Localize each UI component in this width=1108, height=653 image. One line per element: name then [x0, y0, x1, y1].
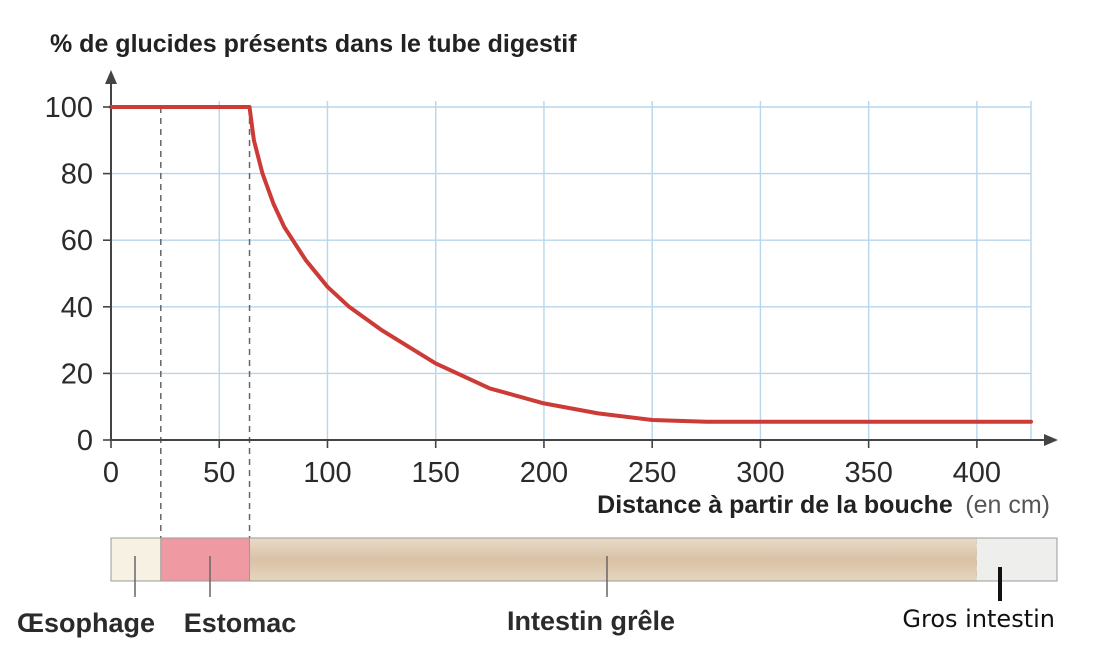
y-axis-arrow — [105, 70, 117, 84]
x-tick-label: 250 — [628, 457, 676, 489]
x-axis-arrow — [1044, 434, 1058, 446]
organ-label: Gros intestin — [902, 605, 1055, 633]
x-axis-label: Distance à partir de la bouche (en cm) — [597, 491, 1050, 519]
x-tick-label: 100 — [303, 457, 351, 489]
organ-segment — [249, 538, 977, 581]
tube-outline — [110, 537, 1058, 582]
x-tick-label: 0 — [103, 457, 119, 489]
y-tick-label: 80 — [61, 159, 93, 191]
y-tick-label: 0 — [77, 425, 93, 457]
organ-segment — [976, 538, 1057, 581]
axes — [105, 70, 1058, 446]
x-tick-label: 400 — [953, 457, 1001, 489]
x-axis-label-main: Distance à partir de la bouche — [597, 491, 953, 519]
organ-label: Œsophage — [17, 608, 155, 638]
y-axis-label: % de glucides présents dans le tube dige… — [50, 30, 577, 58]
x-tick-label: 200 — [520, 457, 568, 489]
series-layer — [109, 105, 1033, 424]
organ-pointer — [998, 567, 1002, 601]
organ-labels: Œsophage Estomac Intestin grêle Gros intest… — [17, 556, 1055, 638]
carbohydrate-curve — [109, 105, 1033, 424]
y-tick-label: 60 — [61, 225, 93, 257]
organ-label: Estomac — [184, 608, 297, 638]
x-tick-label: 150 — [412, 457, 460, 489]
x-tick-label: 350 — [844, 457, 892, 489]
organ-label: Intestin grêle — [507, 606, 675, 636]
x-tick-label: 50 — [203, 457, 235, 489]
y-tick-label: 100 — [45, 92, 93, 124]
y-tick-label: 40 — [61, 292, 93, 324]
digestive-tube-bar — [110, 537, 1058, 582]
x-axis-label-unit: (en cm) — [965, 491, 1050, 519]
grid — [111, 101, 1032, 440]
organ-segment — [111, 538, 161, 581]
organ-segment — [160, 538, 250, 581]
x-tick-label: 300 — [736, 457, 784, 489]
tick-labels: 0 20 40 60 80 100 0 50 100 150 200 250 300 350 400 — [45, 92, 1001, 489]
y-tick-label: 20 — [61, 358, 93, 390]
